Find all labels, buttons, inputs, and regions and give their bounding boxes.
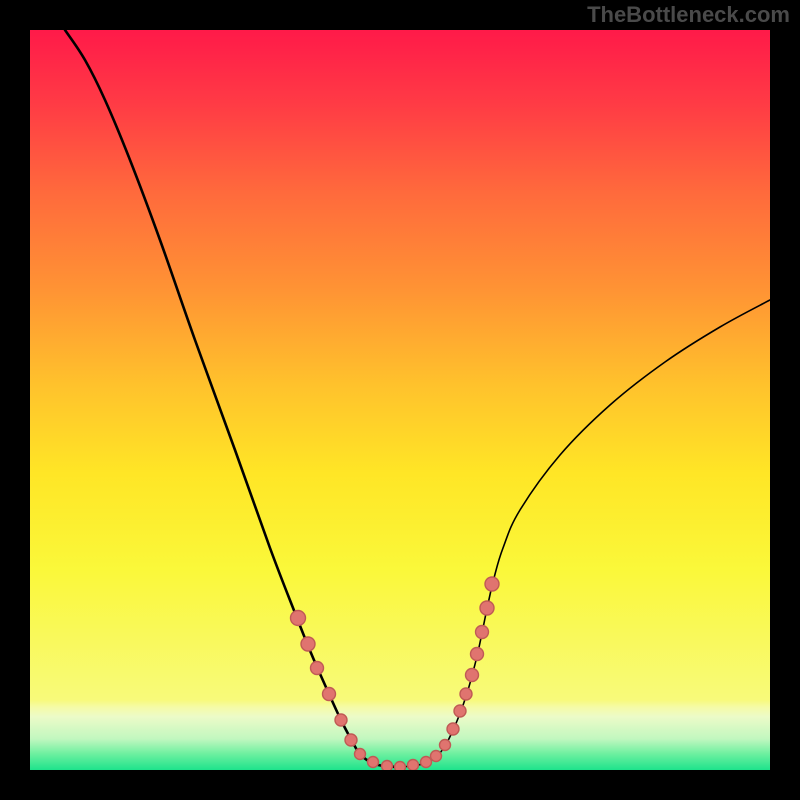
frame-right bbox=[770, 0, 800, 800]
marker-dot bbox=[421, 757, 432, 768]
marker-dot bbox=[301, 637, 315, 651]
marker-dot bbox=[460, 688, 472, 700]
marker-dot bbox=[382, 761, 393, 772]
watermark-text: TheBottleneck.com bbox=[587, 2, 790, 28]
marker-dot bbox=[454, 705, 466, 717]
marker-dot bbox=[408, 760, 419, 771]
marker-dot bbox=[447, 723, 459, 735]
plot-background bbox=[30, 30, 770, 770]
marker-dot bbox=[355, 749, 366, 760]
marker-dot bbox=[345, 734, 357, 746]
marker-dot bbox=[440, 740, 451, 751]
marker-dot bbox=[466, 669, 479, 682]
marker-dot bbox=[476, 626, 489, 639]
marker-dot bbox=[431, 751, 442, 762]
marker-dot bbox=[368, 757, 379, 768]
frame-left bbox=[0, 0, 30, 800]
frame-bottom bbox=[0, 770, 800, 800]
bottleneck-chart bbox=[0, 0, 800, 800]
marker-dot bbox=[480, 601, 494, 615]
marker-dot bbox=[323, 688, 336, 701]
marker-dot bbox=[471, 648, 484, 661]
marker-dot bbox=[291, 611, 306, 626]
marker-dot bbox=[485, 577, 499, 591]
marker-dot bbox=[335, 714, 347, 726]
marker-dot bbox=[311, 662, 324, 675]
